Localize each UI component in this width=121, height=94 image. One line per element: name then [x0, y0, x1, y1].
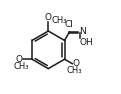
Text: OH: OH: [80, 38, 94, 47]
Text: O: O: [73, 59, 80, 68]
Text: CH₃: CH₃: [13, 62, 29, 71]
Text: CH₃: CH₃: [67, 66, 82, 75]
Text: N: N: [79, 27, 86, 36]
Text: O: O: [44, 13, 51, 22]
Text: CH₃: CH₃: [52, 16, 67, 25]
Text: Cl: Cl: [65, 20, 73, 29]
Text: O: O: [16, 55, 23, 64]
